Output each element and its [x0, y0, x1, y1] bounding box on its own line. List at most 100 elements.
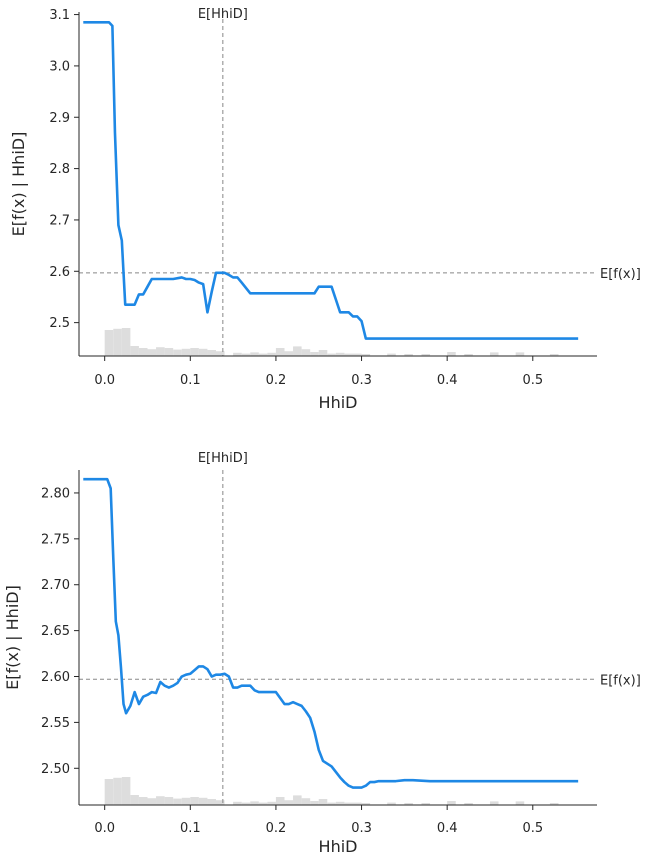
- y-tick-label: 2.9: [49, 111, 70, 126]
- y-tick-label: 2.60: [41, 670, 70, 685]
- y-axis-title: E[f(x) | HhiD]: [3, 585, 22, 690]
- x-tick-label: 0.1: [180, 373, 201, 388]
- x-tick-label: 0.5: [522, 373, 543, 388]
- y-tick-label: 2.5: [49, 316, 70, 331]
- x-tick-label: 0.0: [94, 821, 115, 836]
- histogram-bar: [250, 801, 259, 805]
- histogram-bar: [515, 352, 525, 356]
- x-tick-label: 0.2: [266, 821, 287, 836]
- histogram-bar: [113, 777, 122, 805]
- histogram-bar: [130, 795, 139, 805]
- histogram-bar: [233, 801, 242, 805]
- expected-x-label: E[HhiD]: [198, 7, 248, 22]
- histogram-bar: [344, 802, 353, 805]
- x-tick-label: 0.3: [351, 373, 372, 388]
- histogram-bar: [352, 802, 362, 805]
- histogram-bar: [104, 779, 114, 805]
- y-axis-title: E[f(x) | HhiD]: [9, 132, 28, 237]
- histogram-bar: [327, 802, 336, 805]
- histogram-bar: [207, 799, 216, 805]
- histogram-bar: [515, 801, 525, 805]
- histogram-bar: [138, 348, 148, 356]
- histogram-bar: [335, 352, 345, 356]
- histogram-bar: [284, 351, 294, 356]
- histogram-bar: [301, 798, 311, 805]
- x-tick-label: 0.3: [351, 821, 372, 836]
- histogram-bar: [361, 803, 371, 805]
- histogram-bar: [104, 330, 114, 356]
- histogram-bar: [293, 795, 302, 805]
- histogram-bar: [447, 801, 456, 805]
- x-tick-label: 0.2: [266, 373, 287, 388]
- histogram-bar: [267, 352, 276, 356]
- y-tick-label: 3.0: [49, 59, 70, 74]
- histogram-bar: [181, 797, 191, 805]
- histogram-bar: [241, 802, 251, 805]
- histogram-bar: [310, 801, 319, 805]
- histogram-bar: [190, 348, 199, 356]
- histogram-bar: [318, 350, 328, 356]
- dependence-line: [83, 20, 579, 340]
- y-tick-label: 2.80: [41, 486, 70, 501]
- y-axis: 2.50 2.55 2.60 2.65 2.70 2.75 2.80: [41, 486, 79, 777]
- histogram-bar: [215, 800, 225, 805]
- histogram-bar: [404, 803, 413, 805]
- histogram-bar: [173, 798, 182, 805]
- histogram-bar: [198, 797, 208, 805]
- histogram-bar: [241, 353, 251, 356]
- histogram-bar: [421, 803, 431, 805]
- histogram-bar: [387, 802, 396, 805]
- y-axis: 2.5 2.6 2.7 2.8 2.9 3.0 3.1: [49, 8, 79, 331]
- histogram-bar: [113, 328, 122, 356]
- x-tick-label: 0.5: [522, 821, 543, 836]
- histogram-bar: [138, 797, 148, 805]
- chart-top: 0.0 0.1 0.2 0.3 0.4 0.5 2.5 2.6 2.7 2.8 2.9 3.0 3.1…: [9, 7, 641, 412]
- histogram-bar: [164, 348, 174, 356]
- histogram-bar: [489, 801, 499, 805]
- histogram-bar: [121, 777, 131, 805]
- histogram-bar: [147, 349, 157, 356]
- histogram-bar: [156, 796, 165, 805]
- histogram: [104, 328, 559, 356]
- histogram-bar: [198, 348, 208, 356]
- y-tick-label: 2.6: [49, 265, 70, 280]
- y-tick-label: 2.7: [49, 213, 70, 228]
- histogram-bar: [318, 799, 328, 805]
- x-axis-title: HhiD: [319, 393, 358, 412]
- histogram-bar: [164, 797, 174, 805]
- histogram-bar: [207, 350, 216, 356]
- y-tick-label: 2.70: [41, 578, 70, 593]
- expected-y-label: E[f(x)]: [600, 673, 641, 688]
- histogram-bar: [293, 346, 302, 356]
- y-tick-label: 2.50: [41, 762, 70, 777]
- histogram-bar: [344, 353, 353, 356]
- histogram-bar: [275, 797, 285, 805]
- histogram-bar: [387, 353, 396, 356]
- histogram-bar: [310, 352, 319, 356]
- y-tick-label: 2.65: [41, 624, 70, 639]
- histogram-bar: [335, 801, 345, 805]
- histogram-bar: [233, 352, 242, 356]
- expected-x-label: E[HhiD]: [198, 451, 248, 466]
- x-tick-label: 0.4: [437, 373, 458, 388]
- histogram: [104, 777, 559, 805]
- histogram-bar: [464, 803, 473, 805]
- histogram-bar: [250, 352, 259, 356]
- histogram-bar: [352, 353, 362, 356]
- x-tick-label: 0.0: [94, 373, 115, 388]
- y-tick-label: 2.55: [41, 716, 70, 731]
- x-tick-label: 0.4: [437, 821, 458, 836]
- histogram-bar: [489, 352, 499, 356]
- histogram-bar: [549, 354, 559, 356]
- histogram-bar: [147, 798, 157, 805]
- x-axis: 0.0 0.1 0.2 0.3 0.4 0.5: [94, 805, 543, 836]
- histogram-bar: [181, 348, 191, 356]
- histogram-bar: [301, 349, 311, 356]
- histogram-bar: [258, 802, 268, 805]
- histogram-bar: [130, 346, 139, 356]
- histogram-bar: [464, 354, 473, 356]
- x-tick-label: 0.1: [180, 821, 201, 836]
- histogram-bar: [156, 347, 165, 356]
- histogram-bar: [404, 354, 413, 356]
